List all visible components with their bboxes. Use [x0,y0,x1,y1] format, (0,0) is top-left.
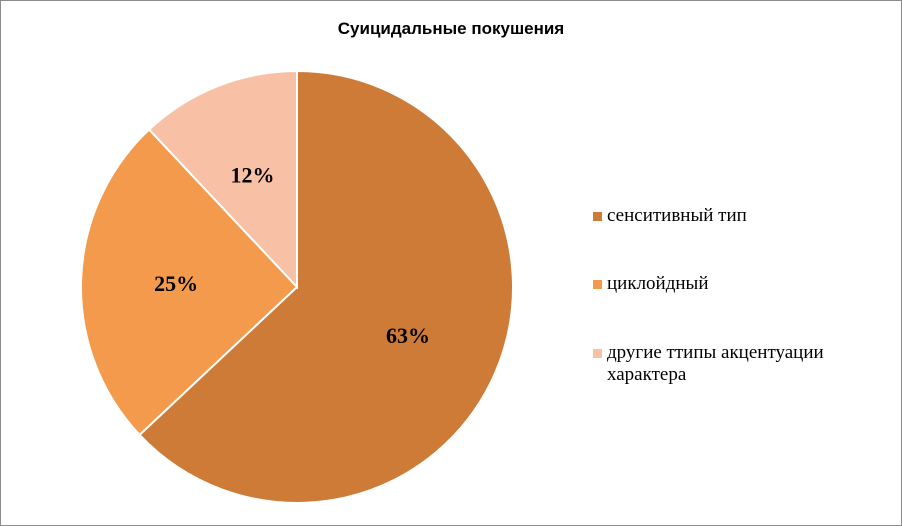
pie-slice [138,69,514,504]
legend-item: другие ттипы акцентуации характера [593,342,893,386]
pie-slice [147,69,298,290]
legend-item: сенситивный тип [593,205,747,227]
legend-swatch [593,349,602,358]
legend-swatch [593,212,602,221]
data-label: 25% [154,271,198,296]
pie-slice [80,128,299,437]
data-label: 12% [230,163,274,188]
data-label: 63% [386,323,430,348]
legend-label: сенситивный тип [607,205,747,226]
chart-title: Суицидальные покушения [337,19,565,38]
legend-label: другие ттипы акцентуации характера [607,342,824,385]
legend-swatch [593,280,602,289]
legend-item: циклойдный [593,273,709,295]
legend-label: циклойдный [607,273,709,294]
